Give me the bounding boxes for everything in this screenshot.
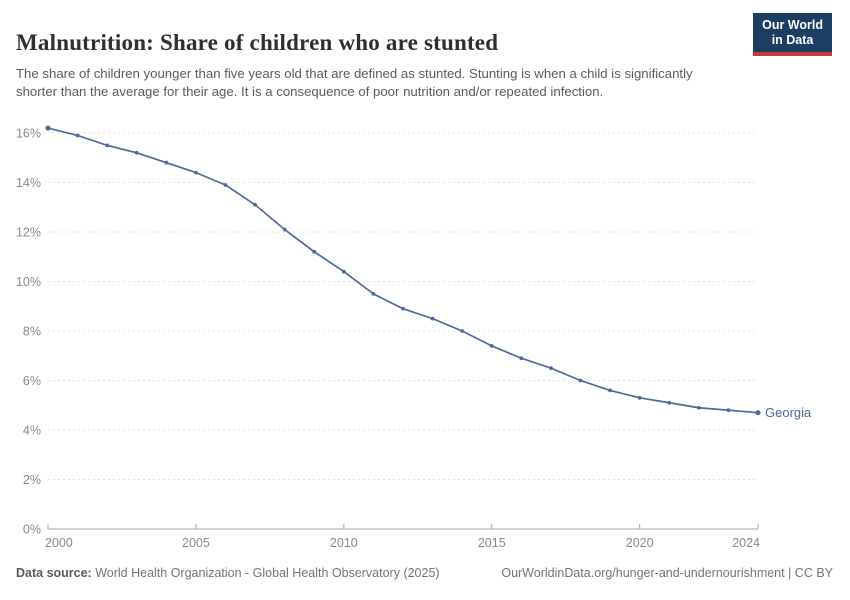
x-axis-tick-label: 2024 (732, 536, 760, 550)
y-axis-tick-label: 14% (16, 176, 41, 190)
data-source-note: Data source: World Health Organization -… (16, 566, 440, 580)
data-point[interactable] (194, 170, 198, 175)
owid-logo-line1: Our World (762, 18, 823, 32)
x-axis-tick-label: 2015 (478, 536, 506, 550)
owid-logo[interactable]: Our World in Data (753, 13, 832, 56)
data-point[interactable] (105, 143, 110, 148)
data-point[interactable] (696, 405, 701, 410)
data-point[interactable] (282, 227, 287, 232)
data-point[interactable] (549, 366, 553, 371)
data-point[interactable] (401, 306, 405, 311)
data-point[interactable] (726, 408, 731, 413)
y-axis-tick-label: 8% (23, 325, 41, 339)
series-line-georgia[interactable] (47, 127, 759, 414)
line-chart[interactable]: 0% 2% 4% 6% 8% 10% 12% 14% 16% 2000 2005 2010 2015 20… (0, 110, 850, 560)
data-point[interactable] (489, 343, 494, 348)
data-source-label: Data source: (16, 566, 92, 580)
y-axis-tick-label: 6% (23, 374, 41, 388)
data-point[interactable] (253, 202, 257, 207)
data-point[interactable] (430, 316, 435, 321)
data-point[interactable] (578, 378, 583, 383)
data-point[interactable] (667, 400, 672, 405)
x-axis-tick-label: 2005 (182, 536, 210, 550)
data-point[interactable] (519, 356, 524, 361)
y-axis-tick-label: 4% (23, 424, 41, 438)
x-axis-tick-label: 2010 (330, 536, 358, 550)
data-point[interactable] (637, 395, 642, 400)
y-axis-tick-label: 12% (16, 226, 41, 240)
data-point[interactable] (164, 160, 169, 165)
page-title: Malnutrition: Share of children who are … (16, 30, 499, 56)
data-point[interactable] (341, 269, 346, 274)
data-source-text: World Health Organization - Global Healt… (91, 566, 440, 580)
series-end-label[interactable]: Georgia (765, 405, 812, 420)
data-point[interactable] (134, 150, 139, 155)
data-point[interactable] (755, 410, 761, 416)
data-point[interactable] (312, 249, 317, 254)
data-point[interactable] (608, 388, 612, 393)
x-axis-tick-label: 2000 (45, 536, 73, 550)
data-point[interactable] (223, 183, 228, 187)
x-axis-tick-label: 2020 (626, 536, 654, 550)
chart-subtitle: The share of children younger than five … (16, 66, 693, 100)
owid-logo-line2: in Data (771, 33, 814, 47)
y-axis-tick-label: 16% (16, 127, 41, 141)
y-axis-tick-label: 2% (23, 473, 41, 487)
data-point[interactable] (75, 133, 80, 138)
data-point[interactable] (371, 291, 376, 296)
y-axis-tick-label: 0% (23, 523, 41, 537)
y-axis-tick-label: 10% (16, 275, 41, 289)
data-point[interactable] (460, 329, 465, 333)
owid-url-link[interactable]: OurWorldinData.org/hunger-and-undernouri… (501, 566, 833, 580)
data-point[interactable] (45, 125, 51, 131)
chart-footer: Data source: World Health Organization -… (16, 566, 833, 580)
